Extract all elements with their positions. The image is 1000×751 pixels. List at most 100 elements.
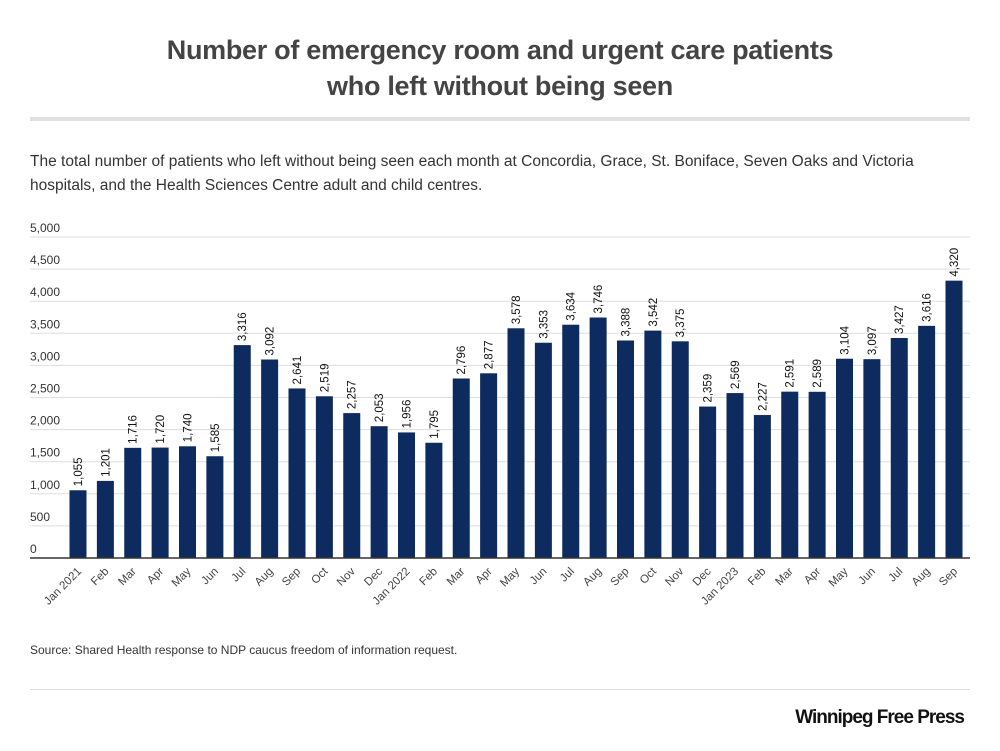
x-tick-label: Jul <box>229 566 248 585</box>
data-label: 1,716 <box>128 415 140 444</box>
title-line-1: Number of emergency room and urgent care… <box>166 35 834 65</box>
data-label: 3,375 <box>675 309 687 338</box>
x-tick-label: Oct <box>309 565 331 587</box>
bar <box>96 480 114 558</box>
data-label: 1,055 <box>73 457 85 486</box>
bar <box>699 406 717 558</box>
data-label: 2,053 <box>374 393 386 422</box>
bar <box>315 396 333 558</box>
y-tick-label: 2,000 <box>30 414 60 428</box>
data-label: 3,578 <box>511 296 523 325</box>
data-label: 3,634 <box>566 291 578 320</box>
y-tick-label: 500 <box>30 510 50 524</box>
x-tick-label: Jun <box>856 566 878 588</box>
data-label: 2,519 <box>319 363 331 392</box>
x-tick-label: Aug <box>253 566 276 589</box>
chart-subtitle: The total number of patients who left wi… <box>30 153 914 194</box>
x-tick-label: Nov <box>663 565 686 588</box>
bar <box>343 413 361 558</box>
bar <box>781 391 799 558</box>
y-tick-label: 4,500 <box>30 253 60 267</box>
data-label: 3,104 <box>840 325 852 354</box>
bar <box>261 359 279 558</box>
x-tick-label: Jan 2021 <box>42 566 84 608</box>
x-tick-label: Jul <box>558 566 577 585</box>
data-label: 2,796 <box>456 346 468 375</box>
x-tick-label: Nov <box>335 565 358 588</box>
bar <box>589 317 607 558</box>
x-tick-label: May <box>170 565 194 589</box>
data-label: 1,201 <box>100 448 112 477</box>
x-tick-label: May <box>498 565 522 589</box>
y-tick-label: 4,000 <box>30 285 60 299</box>
bar <box>480 373 498 558</box>
data-label: 2,359 <box>703 374 715 403</box>
data-label: 3,316 <box>237 312 249 341</box>
x-tick-label: Mar <box>116 566 139 589</box>
bar <box>726 393 744 558</box>
bar <box>233 345 251 558</box>
x-tick-label: Mar <box>445 566 468 589</box>
bar <box>69 490 87 558</box>
chart-title: Number of emergency room and urgent care… <box>0 32 1000 104</box>
x-tick-label: Mar <box>773 566 796 589</box>
x-tick-label: Feb <box>89 566 112 589</box>
data-label: 3,542 <box>648 298 660 327</box>
x-tick-label: Dec <box>691 565 714 588</box>
bar <box>671 341 689 558</box>
x-tick-label: Jun <box>528 566 550 588</box>
x-tick-label: Jun <box>199 566 221 588</box>
footer-divider <box>30 689 970 690</box>
bar <box>179 446 196 558</box>
bar <box>753 415 771 558</box>
bar <box>945 280 963 558</box>
x-tick-label: Apr <box>145 566 166 587</box>
title-divider <box>30 117 970 121</box>
data-label: 3,388 <box>621 308 633 337</box>
bar <box>562 324 580 558</box>
bar <box>863 359 881 558</box>
data-label: 1,795 <box>429 410 441 439</box>
data-label: 3,097 <box>867 326 879 355</box>
data-label: 4,320 <box>949 248 961 277</box>
data-label: 2,589 <box>812 359 824 388</box>
x-tick-label: Sep <box>609 566 632 589</box>
x-tick-label: Aug <box>910 566 933 589</box>
bar <box>370 426 388 558</box>
bar <box>206 456 224 558</box>
source-note: Source: Shared Health response to NDP ca… <box>30 643 458 657</box>
bar-chart: 0 500 1,000 1,500 2,000 2,500 3,000 3,500 4,000 4… <box>30 221 970 608</box>
bar <box>617 340 634 558</box>
data-label: 1,585 <box>210 423 222 452</box>
bar <box>425 442 443 558</box>
x-tick-label: Aug <box>581 566 604 589</box>
data-label: 1,740 <box>183 414 195 443</box>
x-tick-label: May <box>827 565 851 589</box>
x-tick-label: Oct <box>638 565 660 587</box>
y-tick-label: 3,000 <box>30 349 60 363</box>
x-tick-label: Jul <box>886 566 905 585</box>
x-tick-label: Apr <box>474 566 495 587</box>
bar <box>398 432 415 558</box>
bar <box>151 447 169 558</box>
bar <box>808 391 826 558</box>
bar <box>452 378 470 558</box>
x-tick-label: Sep <box>280 566 303 589</box>
bar <box>507 328 525 558</box>
y-tick-label: 2,500 <box>30 382 60 396</box>
data-label: 2,877 <box>484 341 496 370</box>
data-label: 3,092 <box>265 327 277 356</box>
bar <box>534 342 552 558</box>
data-label: 2,641 <box>292 356 304 385</box>
data-label: 2,257 <box>347 380 359 409</box>
x-tick-label: Dec <box>362 565 385 588</box>
y-tick-label: 0 <box>30 542 37 556</box>
x-tick-label: Feb <box>417 566 440 589</box>
bar <box>644 330 662 558</box>
x-tick-label: Sep <box>937 566 960 589</box>
bar <box>124 447 142 558</box>
x-tick-label: Apr <box>802 566 823 587</box>
x-tick-label: Feb <box>746 566 769 589</box>
winnipeg-free-press-logo: Winnipeg Free Press <box>795 707 965 728</box>
y-tick-label: 3,500 <box>30 317 60 331</box>
